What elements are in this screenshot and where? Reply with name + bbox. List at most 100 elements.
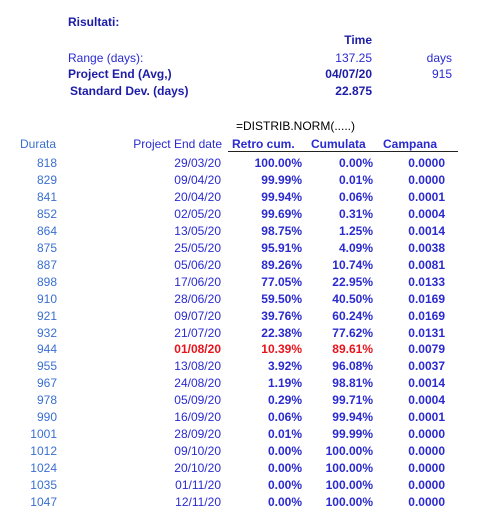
cell: 99.94% — [332, 410, 373, 425]
cell: 1.19% — [267, 376, 302, 391]
cell: 01/08/20 — [174, 342, 221, 357]
cell: 990 — [36, 410, 57, 425]
cell: 0.00% — [267, 478, 302, 493]
cell: 0.00% — [267, 444, 302, 459]
cell: 22.38% — [261, 325, 302, 340]
cell: 05/06/20 — [174, 257, 221, 272]
cell: 02/05/20 — [174, 206, 221, 221]
cell: 05/09/20 — [174, 393, 221, 408]
cell: 95.91% — [261, 240, 302, 255]
cell: 98.75% — [261, 223, 302, 238]
cell: 0.06% — [338, 189, 373, 204]
cell: 89.26% — [261, 257, 302, 272]
cell: 10.74% — [332, 257, 373, 272]
column-header: Cumulata — [311, 137, 366, 151]
cell: 3.92% — [267, 359, 302, 374]
cell: 0.0004 — [408, 393, 445, 408]
cell: 40.50% — [332, 291, 373, 306]
header-rule — [228, 151, 458, 152]
cell: 22.95% — [332, 274, 373, 289]
cell: 0.0001 — [408, 189, 445, 204]
cell: 1012 — [30, 444, 57, 459]
cell: 100.00% — [325, 461, 373, 476]
cell: 864 — [36, 223, 57, 238]
cell: 0.01% — [338, 172, 373, 187]
cell: 0.0000 — [408, 461, 445, 476]
value: 915 — [431, 67, 452, 81]
cell: 0.31% — [338, 206, 373, 221]
cell: 100.00% — [254, 156, 302, 170]
cell: 967 — [36, 376, 57, 391]
cell: 89.61% — [332, 342, 373, 357]
cell: 0.0004 — [408, 206, 445, 221]
column-header: Durata — [20, 137, 57, 151]
title: Risultati: — [68, 15, 120, 29]
column-header: Retro cum. — [232, 137, 295, 151]
cell: 887 — [36, 257, 57, 272]
cell: 100.00% — [325, 495, 373, 509]
cell: 59.50% — [261, 291, 302, 306]
cell: 99.99% — [261, 172, 302, 187]
cell: 932 — [36, 325, 57, 340]
cell: 99.94% — [261, 189, 302, 204]
value: 22.875 — [335, 84, 372, 98]
cell: 0.00% — [267, 461, 302, 476]
cell: 96.08% — [332, 359, 373, 374]
cell: 09/07/20 — [174, 308, 221, 323]
cell: 910 — [36, 291, 57, 306]
cell: 0.0014 — [408, 223, 445, 238]
cell: 12/11/20 — [175, 495, 221, 509]
cell: 99.99% — [332, 427, 373, 442]
cell: 13/05/20 — [174, 223, 221, 238]
formula: =DISTRIB.NORM(.....) — [236, 119, 356, 133]
cell: 944 — [36, 342, 57, 357]
label: Range (days): — [68, 51, 144, 65]
cell: 0.0000 — [408, 172, 445, 187]
unit: days — [426, 51, 452, 65]
cell: 4.09% — [338, 240, 373, 255]
cell: 0.0001 — [408, 410, 445, 425]
cell: 29/03/20 — [174, 156, 221, 170]
cell: 852 — [36, 206, 57, 221]
cell: 0.0014 — [408, 376, 445, 391]
cell: 1001 — [30, 427, 57, 442]
cell: 0.00% — [338, 156, 373, 170]
cell: 20/04/20 — [174, 189, 221, 204]
cell: 1024 — [30, 461, 57, 476]
cell: 25/05/20 — [174, 240, 221, 255]
cell: 0.00% — [267, 495, 302, 509]
cell: 0.0000 — [408, 444, 445, 459]
cell: 0.0169 — [408, 308, 445, 323]
cell: 17/06/20 — [174, 274, 221, 289]
cell: 0.0038 — [408, 240, 445, 255]
cell: 28/09/20 — [174, 427, 221, 442]
cell: 955 — [36, 359, 57, 374]
cell: 100.00% — [325, 478, 373, 493]
cell: 01/11/20 — [175, 478, 221, 493]
cell: 16/09/20 — [174, 410, 221, 425]
column-header: Project End date — [133, 137, 222, 151]
cell: 100.00% — [325, 444, 373, 459]
cell: 77.05% — [261, 274, 302, 289]
cell: 841 — [36, 189, 57, 204]
label: Project End (Avg,) — [68, 67, 172, 81]
cell: 28/06/20 — [174, 291, 221, 306]
cell: 875 — [36, 240, 57, 255]
cell: 20/10/20 — [174, 461, 221, 476]
column-header: Time — [344, 33, 372, 47]
cell: 1047 — [30, 495, 57, 509]
value: 137.25 — [335, 51, 372, 65]
column-header: Campana — [383, 137, 438, 151]
cell: 0.06% — [267, 410, 302, 425]
cell: 0.0131 — [408, 325, 445, 340]
cell: 24/08/20 — [174, 376, 221, 391]
cell: 09/10/20 — [174, 444, 221, 459]
cell: 39.76% — [261, 308, 302, 323]
value: 04/07/20 — [325, 67, 372, 81]
cell: 978 — [36, 393, 57, 408]
cell: 0.0000 — [408, 478, 445, 493]
cell: 829 — [36, 172, 57, 187]
cell: 898 — [36, 274, 57, 289]
cell: 818 — [36, 156, 57, 170]
